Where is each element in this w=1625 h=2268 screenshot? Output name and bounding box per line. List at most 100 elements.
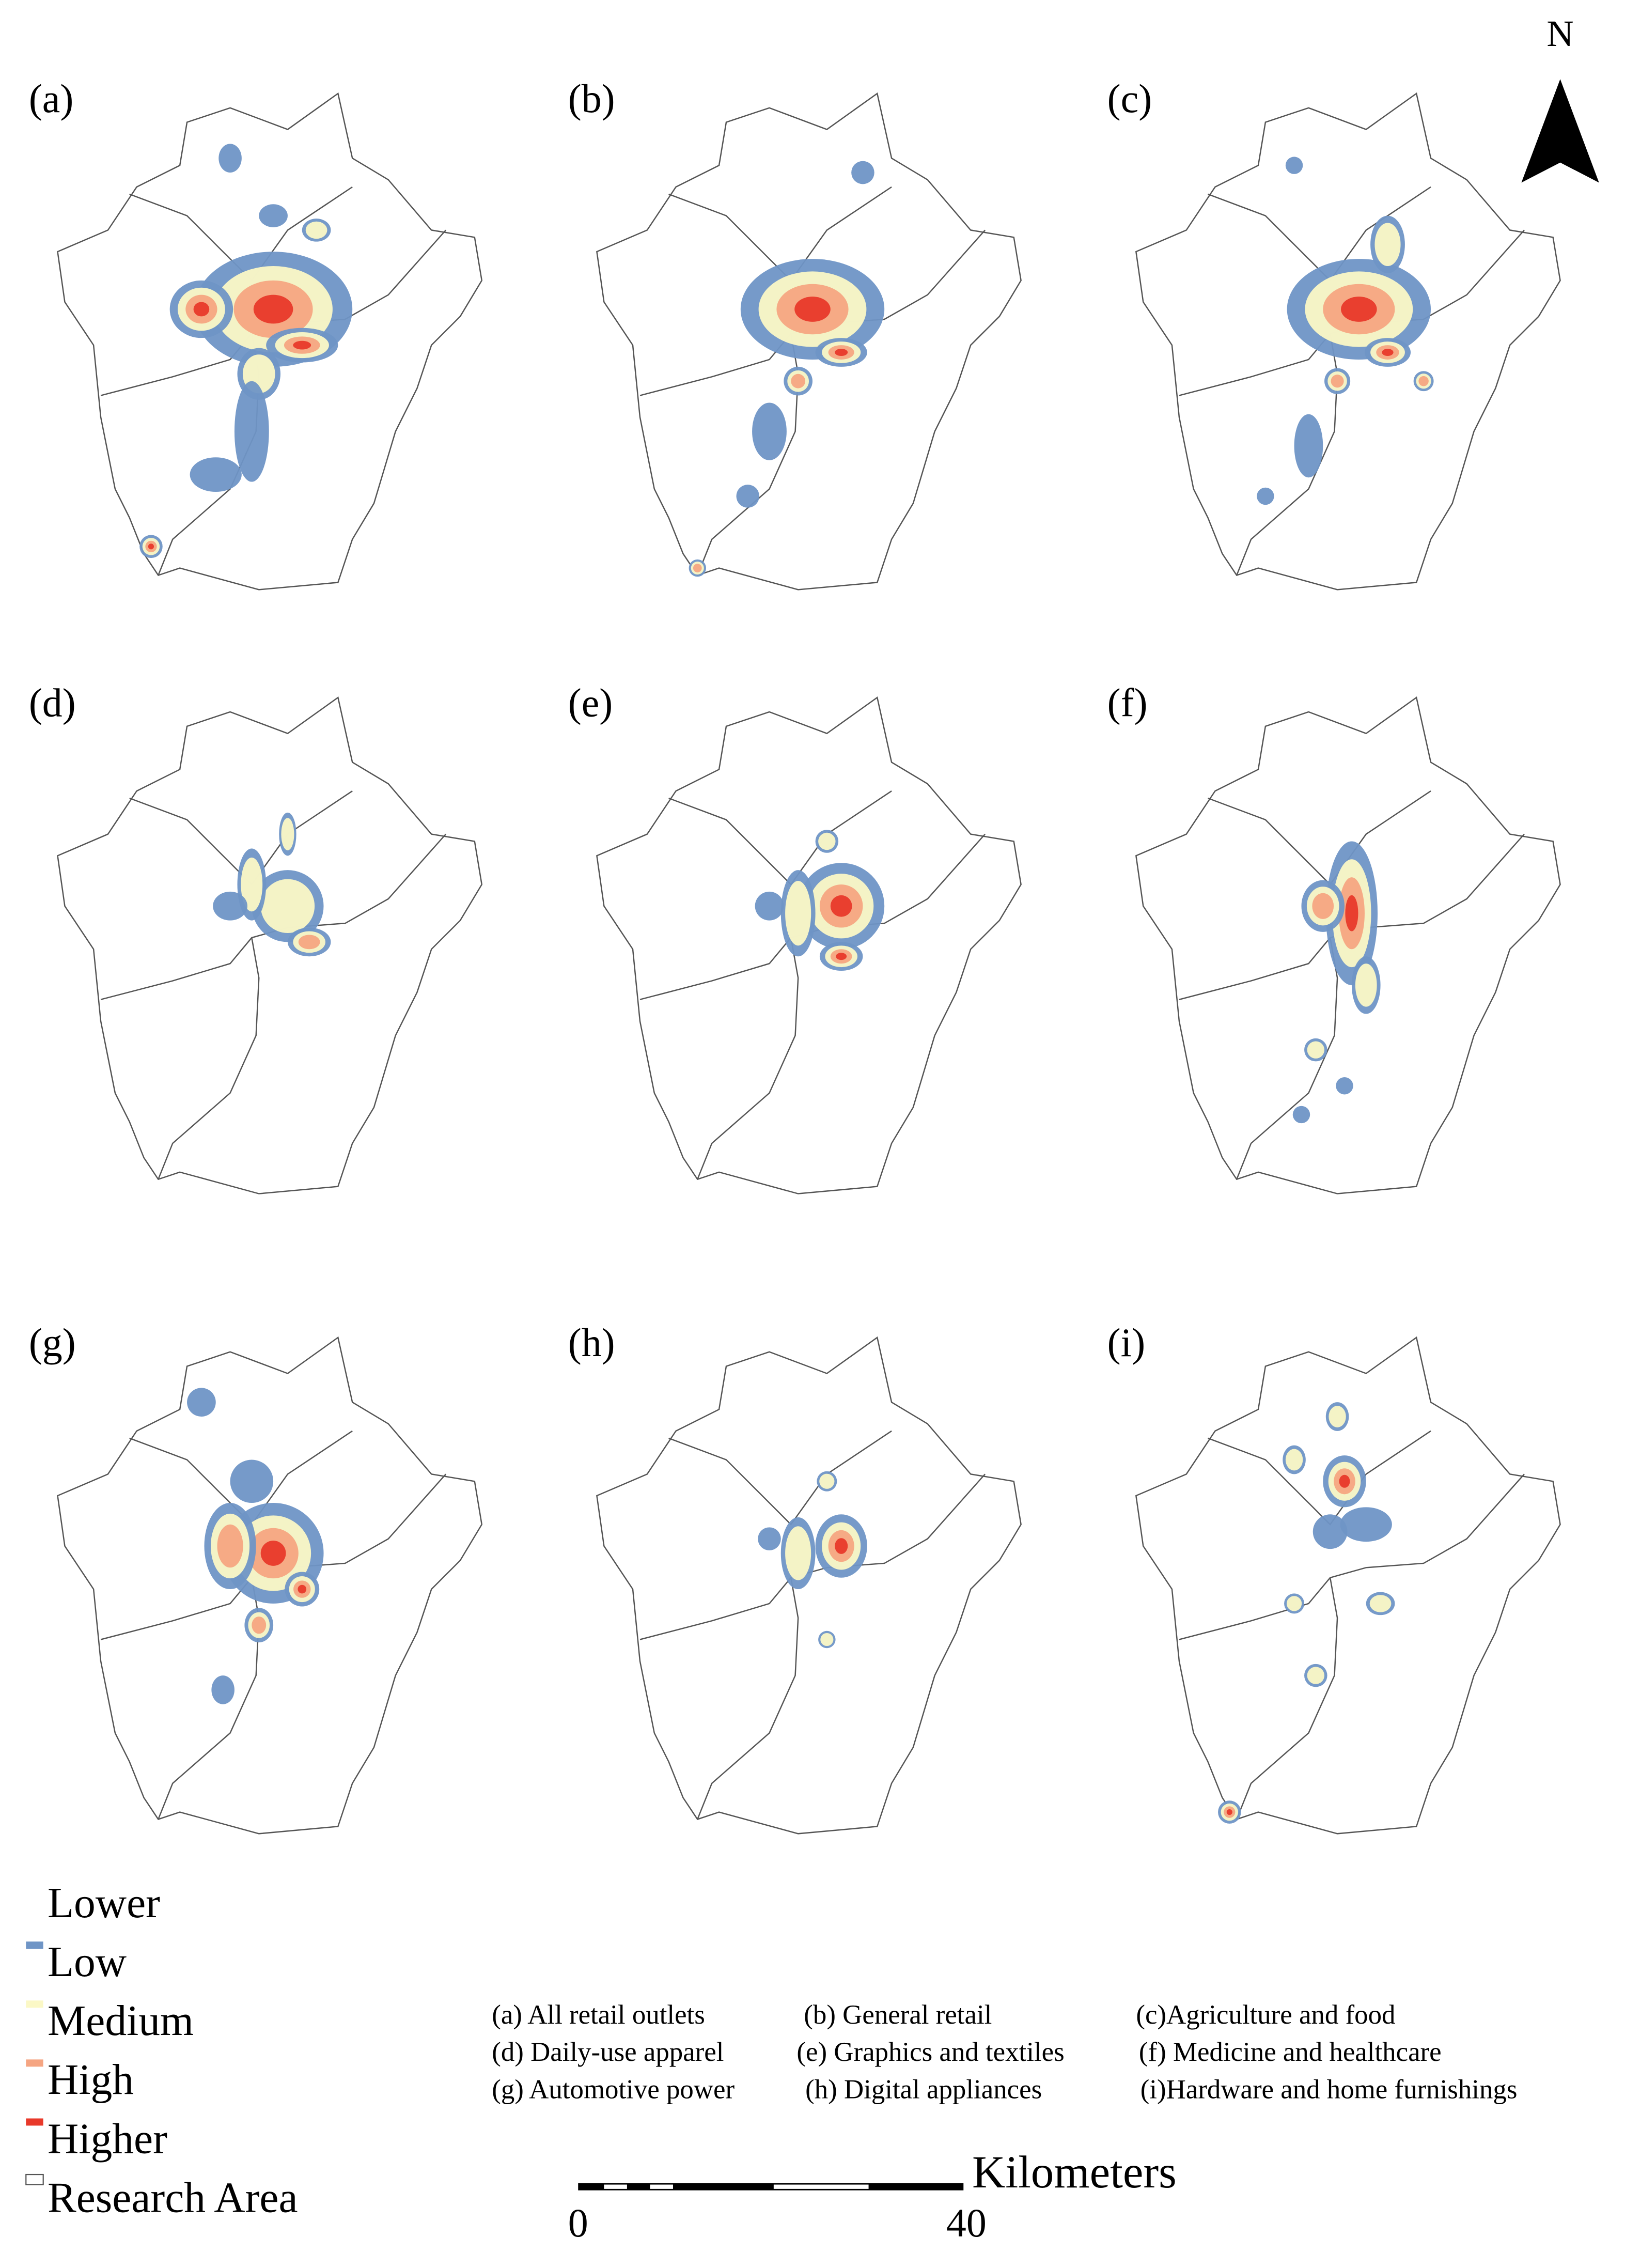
hotspot	[1286, 1596, 1302, 1611]
legend-label: Medium	[48, 1997, 194, 2045]
hotspot	[148, 543, 154, 550]
hotspot	[298, 1585, 307, 1594]
map-panel: (d)	[29, 680, 482, 1194]
panel-label: (f)	[1107, 680, 1148, 725]
hotspot	[791, 374, 806, 389]
map-panel: (b)	[568, 76, 1022, 591]
hotspot	[1307, 1667, 1325, 1684]
scale-unit: Kilometers	[972, 2147, 1177, 2198]
legend-label: High	[48, 2056, 134, 2104]
hotspot	[213, 891, 247, 921]
region-outline	[57, 696, 482, 1194]
hotspot	[1355, 964, 1377, 1007]
map-panel: (c)	[1107, 76, 1561, 591]
hotspot	[752, 402, 787, 460]
map-panel: (g)	[29, 1321, 482, 1835]
panel-label: (i)	[1107, 1321, 1146, 1365]
legend: Lower Low Medium High Higher Research Area	[25, 1879, 298, 2222]
panel-label: (a)	[29, 76, 73, 121]
hotspot	[1369, 1595, 1392, 1612]
panel-label: (g)	[29, 1321, 76, 1365]
hotspot	[693, 564, 702, 572]
caption: (i)Hardware and home furnishings	[1140, 2075, 1518, 2105]
caption: (d) Daily-use apparel	[492, 2037, 724, 2067]
legend-swatch	[26, 2059, 43, 2067]
hotspot	[1339, 1474, 1350, 1488]
caption: (f) Medicine and healthcare	[1139, 2037, 1442, 2067]
hotspot	[1331, 375, 1344, 388]
hotspot	[1345, 895, 1358, 931]
hotspot	[785, 881, 811, 946]
panel-label: (e)	[568, 680, 613, 725]
north-arrow	[1521, 79, 1599, 183]
hotspot	[819, 1473, 835, 1489]
hotspot	[836, 953, 847, 960]
hotspot	[241, 857, 263, 912]
hotspot	[736, 485, 760, 508]
hotspot	[217, 1524, 243, 1568]
hotspot	[211, 1675, 235, 1704]
hotspot	[820, 1633, 834, 1646]
hotspot	[1382, 349, 1394, 356]
legend-label: Lower	[48, 1879, 160, 1927]
hotspot	[755, 891, 784, 921]
hotspot	[1329, 1406, 1346, 1427]
hotspot	[1307, 1041, 1325, 1059]
hotspot	[794, 297, 831, 322]
hotspot	[253, 294, 293, 324]
hotspot	[234, 381, 269, 482]
hotspot	[851, 161, 874, 184]
panel-label: (d)	[29, 680, 76, 725]
panels: (a) (b) (c) (d) (e) (f) (g) (h) (i)	[29, 76, 1561, 1835]
captions: (a) All retail outlets (b) General retail…	[492, 2000, 1517, 2105]
caption: (a) All retail outlets	[492, 2000, 705, 2030]
hotspot	[187, 1388, 216, 1417]
hotspot	[1312, 893, 1334, 919]
hotspot	[1292, 1106, 1310, 1124]
scale-bar: Kilometers 0 40	[568, 2147, 1177, 2245]
hotspot	[260, 879, 315, 933]
caption: (e) Graphics and textiles	[796, 2037, 1064, 2067]
hotspot	[785, 1526, 811, 1580]
hotspot	[193, 302, 210, 317]
caption: (h) Digital appliances	[805, 2075, 1042, 2105]
hotspot	[259, 204, 288, 227]
hotspot	[293, 340, 311, 350]
map-panel: (h)	[568, 1321, 1022, 1835]
hotspot	[1257, 487, 1274, 505]
legend-swatch	[26, 2000, 43, 2008]
legend-label: Low	[48, 1938, 127, 1986]
legend-label: Research Area	[48, 2174, 298, 2222]
hotspot	[835, 1538, 848, 1554]
hotspot	[230, 1459, 274, 1503]
hotspot	[1226, 1809, 1232, 1815]
scale-start: 0	[568, 2201, 588, 2245]
panel-label: (c)	[1107, 76, 1152, 121]
hotspot	[298, 935, 320, 950]
hotspot	[758, 1527, 781, 1550]
caption: (g) Automotive power	[492, 2075, 735, 2105]
scale-end: 40	[946, 2201, 987, 2245]
hotspot	[818, 832, 836, 850]
hotspot	[1312, 1514, 1348, 1549]
hotspot	[1341, 297, 1377, 322]
hotspot	[260, 1541, 286, 1566]
map-panel: (f)	[1107, 680, 1561, 1194]
hotspot	[835, 349, 848, 356]
panel-label: (b)	[568, 76, 615, 121]
caption: (c)Agriculture and food	[1136, 2000, 1395, 2030]
caption: (b) General retail	[804, 2000, 992, 2030]
map-panel: (a)	[29, 76, 482, 591]
hotspot	[281, 818, 294, 850]
map-panel: (i)	[1107, 1321, 1561, 1835]
hotspot	[830, 895, 852, 917]
hotspot	[1294, 414, 1323, 478]
legend-swatch	[25, 2173, 44, 2185]
hotspot	[218, 144, 242, 173]
hotspot	[1340, 1507, 1392, 1542]
hotspot	[1285, 157, 1303, 174]
hotspot	[1285, 1449, 1303, 1471]
hotspot	[252, 1616, 267, 1634]
